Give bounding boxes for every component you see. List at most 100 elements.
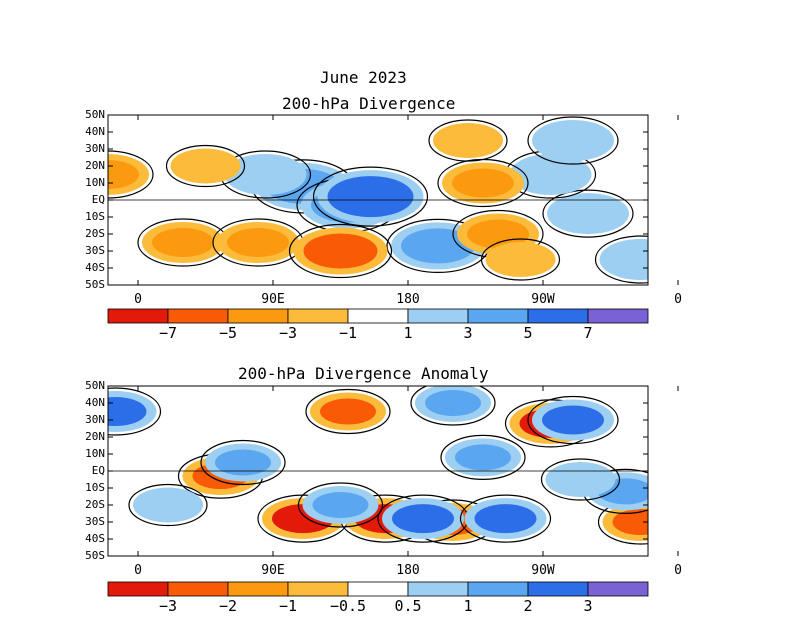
- region-blob: [234, 160, 297, 189]
- colorbar-label: −3: [278, 324, 298, 342]
- colorbar-swatch: [467, 581, 529, 597]
- lon-tick-label: 0: [134, 292, 142, 307]
- colorbar-label: −1: [278, 597, 298, 615]
- zero-contour: [527, 116, 619, 165]
- region-blob: [443, 129, 493, 152]
- colorbar-label: 3: [583, 597, 593, 615]
- lon-tick-label: 0: [134, 563, 142, 578]
- region-blob: [542, 405, 604, 435]
- zero-contour: [594, 235, 648, 284]
- lon-tick-label: 180: [396, 292, 420, 307]
- region-blob: [609, 245, 648, 274]
- lat-tick-label: 30N: [85, 413, 105, 426]
- lon-tick-label: 0: [674, 292, 682, 307]
- lat-tick-label: 10S: [85, 481, 105, 494]
- colorbar-swatch: [227, 308, 289, 324]
- lon-tick-label: 180: [396, 563, 420, 578]
- region-blob: [555, 468, 606, 491]
- region-blob: [401, 228, 475, 264]
- colorbar-swatch: [527, 581, 589, 597]
- colorbar-label: 7: [583, 324, 593, 342]
- region-blob: [495, 248, 546, 271]
- colorbar-swatch: [107, 581, 169, 597]
- lat-tick-label: 20S: [85, 498, 105, 511]
- region-blob: [612, 509, 648, 535]
- colorbar-label: −1: [338, 324, 358, 342]
- region-blob: [303, 233, 378, 269]
- region-blob: [557, 199, 619, 229]
- region-blob: [519, 160, 582, 189]
- lat-tick-label: 50S: [85, 278, 105, 291]
- colorbar-label: 0.5: [394, 597, 422, 615]
- lon-tick-label: 90E: [261, 292, 285, 307]
- colorbar-swatch: [587, 308, 649, 324]
- lat-tick-label: EQ: [91, 193, 105, 206]
- colorbar-swatch: [467, 308, 529, 324]
- zero-contour: [297, 482, 384, 528]
- colorbar-label: 2: [523, 597, 533, 615]
- zero-contour: [459, 494, 552, 543]
- lat-tick-label: 10N: [85, 447, 105, 460]
- zero-contour: [540, 458, 621, 501]
- lat-tick-label: 10S: [85, 210, 105, 223]
- colorbar-label: 1: [463, 597, 473, 615]
- region-blob: [215, 449, 271, 476]
- lat-tick-label: 40N: [85, 396, 105, 409]
- chart-subtitle-bottom: 200-hPa Divergence Anomaly: [238, 364, 489, 383]
- colorbar-label: −5: [218, 324, 238, 342]
- lat-tick-label: 30S: [85, 244, 105, 257]
- colorbar-swatch: [347, 581, 409, 597]
- region-blob: [392, 504, 454, 534]
- region-blob: [542, 126, 604, 155]
- zero-contour: [410, 386, 496, 426]
- zero-contour: [305, 388, 391, 435]
- divergence-colorbar: [107, 308, 649, 324]
- region-blob: [425, 390, 481, 416]
- colorbar-swatch: [287, 581, 349, 597]
- region-blob: [327, 176, 414, 218]
- colorbar-label: −0.5: [329, 597, 367, 615]
- colorbar-label: −7: [158, 324, 178, 342]
- region-blob: [474, 504, 537, 534]
- lat-tick-label: 50S: [85, 549, 105, 562]
- colorbar-swatch: [167, 308, 229, 324]
- colorbar-label: −3: [158, 597, 178, 615]
- colorbar-label: 5: [523, 324, 533, 342]
- region-blob: [143, 493, 193, 517]
- lat-tick-label: 30N: [85, 142, 105, 155]
- colorbar-swatch: [167, 581, 229, 597]
- colorbar-swatch: [347, 308, 409, 324]
- zero-contour: [312, 166, 429, 227]
- lat-tick-label: EQ: [91, 464, 105, 477]
- zero-contour: [108, 387, 162, 436]
- lat-tick-label: 10N: [85, 176, 105, 189]
- zero-contour: [288, 223, 393, 279]
- region-blob: [452, 168, 514, 198]
- region-blob: [180, 154, 231, 178]
- region-blob: [108, 160, 139, 189]
- divergence-anomaly-map: [108, 386, 648, 556]
- anomaly-colorbar: [107, 581, 649, 597]
- colorbar-swatch: [527, 308, 589, 324]
- region-blob: [320, 398, 376, 425]
- zero-contour: [165, 144, 246, 188]
- lat-tick-label: 40S: [85, 532, 105, 545]
- zero-contour: [527, 395, 619, 445]
- region-blob: [467, 219, 529, 249]
- colorbar-label: −2: [218, 597, 238, 615]
- region-blob: [108, 397, 147, 426]
- region-blob: [455, 444, 511, 471]
- zero-contour: [440, 434, 526, 480]
- lat-tick-label: 50N: [85, 108, 105, 121]
- anomaly-axes: [107, 385, 679, 557]
- colorbar-swatch: [107, 308, 169, 324]
- lon-tick-label: 90W: [531, 292, 555, 307]
- chart-title: June 2023: [320, 68, 407, 87]
- lat-tick-label: 20N: [85, 159, 105, 172]
- colorbar-swatch: [287, 308, 349, 324]
- colorbar-swatch: [407, 308, 469, 324]
- zero-contour: [128, 483, 208, 527]
- lat-tick-label: 20N: [85, 430, 105, 443]
- lat-tick-label: 40S: [85, 261, 105, 274]
